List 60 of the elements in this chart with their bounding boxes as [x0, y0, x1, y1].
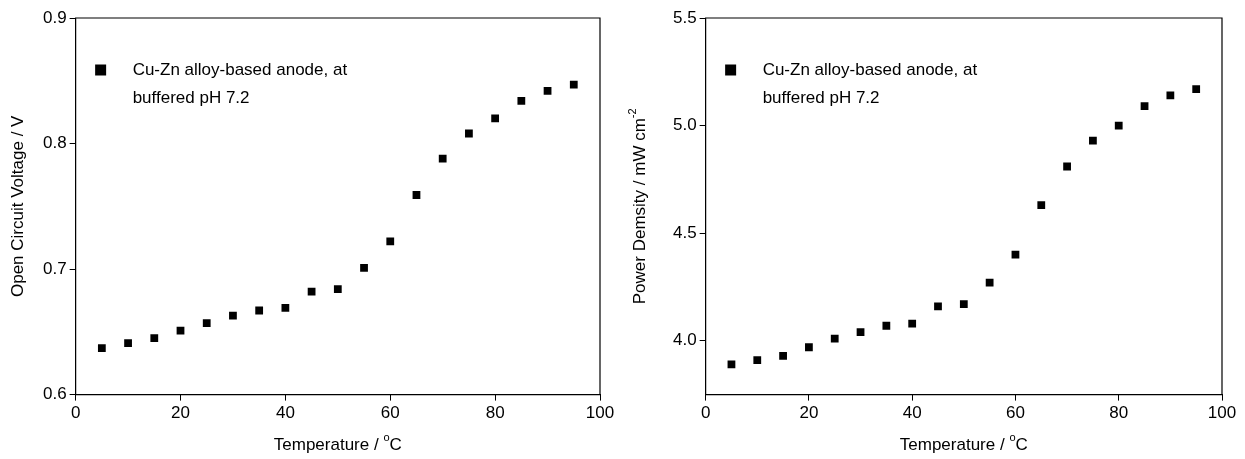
- y-tick-label: 0.7: [42, 258, 67, 278]
- point: [281, 304, 290, 312]
- point: [1089, 136, 1097, 145]
- point: [805, 343, 813, 352]
- x-tick-label: 40: [275, 403, 295, 423]
- point: [908, 319, 917, 328]
- x-tick-label: 20: [799, 403, 819, 423]
- point: [124, 339, 132, 348]
- point: [255, 306, 264, 315]
- point: [985, 278, 994, 287]
- point: [1166, 91, 1175, 100]
- point: [1114, 121, 1123, 130]
- x-tick-label: 100: [1207, 403, 1237, 423]
- point: [1140, 102, 1149, 111]
- x-tick-label: 20: [171, 403, 190, 423]
- point: [779, 351, 787, 360]
- point: [543, 86, 552, 95]
- point: [1037, 201, 1046, 210]
- point: [491, 114, 500, 123]
- legend-label: Cu-Zn alloy-based anode, at buffered pH 7.2: [132, 59, 348, 107]
- point: [438, 154, 447, 163]
- point: [307, 287, 316, 296]
- y-tick-label: 5.0: [672, 115, 697, 135]
- point: [150, 334, 159, 342]
- point: [856, 328, 865, 337]
- legend-label: Cu-Zn alloy-based anode, at buffered pH 7.2: [762, 59, 978, 107]
- point: [1011, 250, 1020, 259]
- point: [229, 311, 237, 320]
- point: [569, 80, 578, 89]
- y-tick-label: 4.0: [672, 330, 697, 350]
- point: [959, 300, 968, 309]
- x-tick-label: 60: [380, 403, 400, 423]
- x-tick-label: 80: [1109, 403, 1129, 423]
- point: [934, 302, 942, 311]
- x-tick-label: 0: [70, 403, 81, 423]
- point: [517, 96, 526, 105]
- point: [465, 129, 473, 138]
- point: [753, 356, 762, 365]
- point: [97, 344, 106, 353]
- point: [360, 263, 368, 272]
- point: [412, 191, 421, 199]
- x-tick-label: 60: [1005, 403, 1025, 423]
- x-tick-label: 40: [902, 403, 922, 423]
- y-tick-label: 0.8: [42, 133, 67, 153]
- y-tick-label: 0.6: [42, 384, 67, 404]
- point: [1192, 85, 1201, 93]
- point: [1063, 162, 1071, 171]
- y-axis-title: Power Demsity / mW cm-2: [626, 108, 649, 305]
- point: [202, 319, 211, 327]
- point: [386, 237, 395, 246]
- point: [830, 334, 839, 343]
- y-axis-title: Open Circuit Voltage / V: [7, 114, 27, 298]
- x-tick-label: 100: [585, 403, 615, 423]
- point: [882, 321, 891, 330]
- point: [333, 285, 342, 294]
- x-tick-label: 80: [485, 403, 505, 423]
- y-tick-label: 4.5: [672, 222, 697, 242]
- x-tick-label: 0: [700, 403, 711, 423]
- y-tick-label: 0.9: [42, 7, 67, 27]
- y-tick-label: 5.5: [672, 7, 697, 27]
